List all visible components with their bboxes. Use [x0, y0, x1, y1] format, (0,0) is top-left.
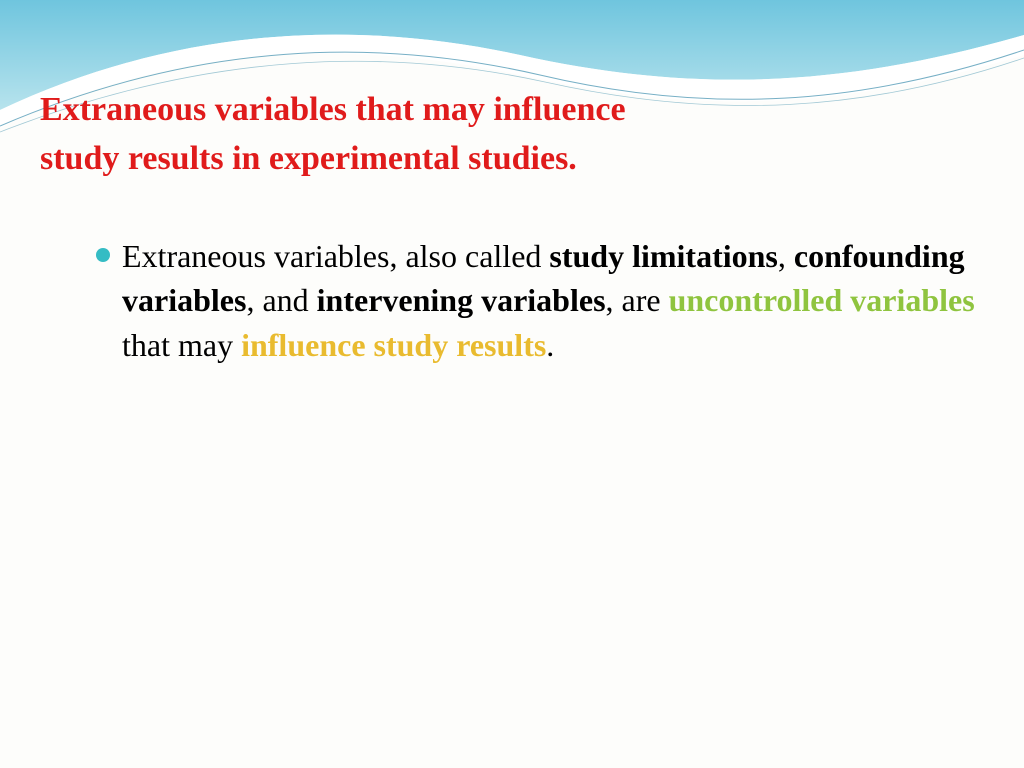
bullet-text: Extraneous variables, also called study …	[122, 234, 984, 368]
bullet-item: Extraneous variables, also called study …	[96, 234, 984, 368]
slide-content: Extraneous variables that may influence …	[0, 0, 1024, 368]
bullet-marker	[96, 248, 110, 262]
title-line-2: study results in experimental studies.	[40, 140, 577, 177]
slide: Extraneous variables that may influence …	[0, 0, 1024, 768]
slide-body: Extraneous variables, also called study …	[40, 234, 984, 368]
slide-title: Extraneous variables that may influence …	[40, 85, 984, 184]
text-segment: that may	[122, 327, 241, 363]
text-segment: study limitations	[549, 238, 777, 274]
title-line-1: Extraneous variables that may influence	[40, 91, 626, 128]
text-segment: intervening variables	[317, 282, 606, 318]
text-segment: .	[546, 327, 554, 363]
text-segment: ,	[778, 238, 794, 274]
text-segment: , and	[246, 282, 316, 318]
text-segment: uncontrolled variables	[669, 282, 975, 318]
text-segment: Extraneous variables, also called	[122, 238, 549, 274]
text-segment: , are	[606, 282, 669, 318]
text-segment: influence study results	[241, 327, 546, 363]
